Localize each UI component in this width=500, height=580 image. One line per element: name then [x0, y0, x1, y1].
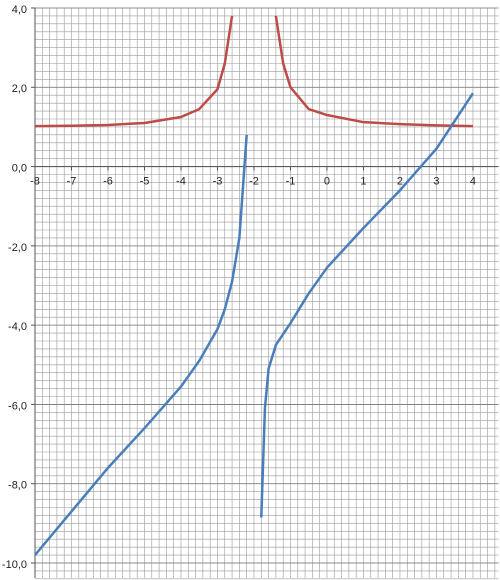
series-line — [34, 15, 473, 128]
y-tick-label: -4,0 — [8, 321, 27, 333]
x-tick-label: -4 — [176, 175, 186, 187]
x-tick-label: -1 — [286, 175, 296, 187]
x-tick-label: 1 — [360, 175, 366, 187]
x-tick-label: 4 — [470, 175, 476, 187]
y-tick-label: 4,0 — [12, 4, 27, 16]
y-tick-label: -2,0 — [8, 242, 27, 254]
x-tick-label: -5 — [140, 175, 150, 187]
x-tick-label: 2 — [397, 175, 403, 187]
y-tick-label: -6,0 — [8, 400, 27, 412]
x-tick-label: -6 — [103, 175, 113, 187]
y-tick-label: 2,0 — [12, 83, 27, 95]
x-tick-label: 0 — [324, 175, 330, 187]
x-tick-label: -8 — [30, 175, 40, 187]
x-tick-label: -2 — [249, 175, 259, 187]
x-tick-label: 3 — [433, 175, 439, 187]
y-tick-label: -8,0 — [8, 480, 27, 492]
x-tick-label: -3 — [213, 175, 223, 187]
series-line — [34, 92, 474, 556]
x-tick-label: -7 — [67, 175, 77, 187]
y-tick-label: -10,0 — [2, 559, 27, 571]
y-tick-label: 0,0 — [12, 162, 27, 174]
